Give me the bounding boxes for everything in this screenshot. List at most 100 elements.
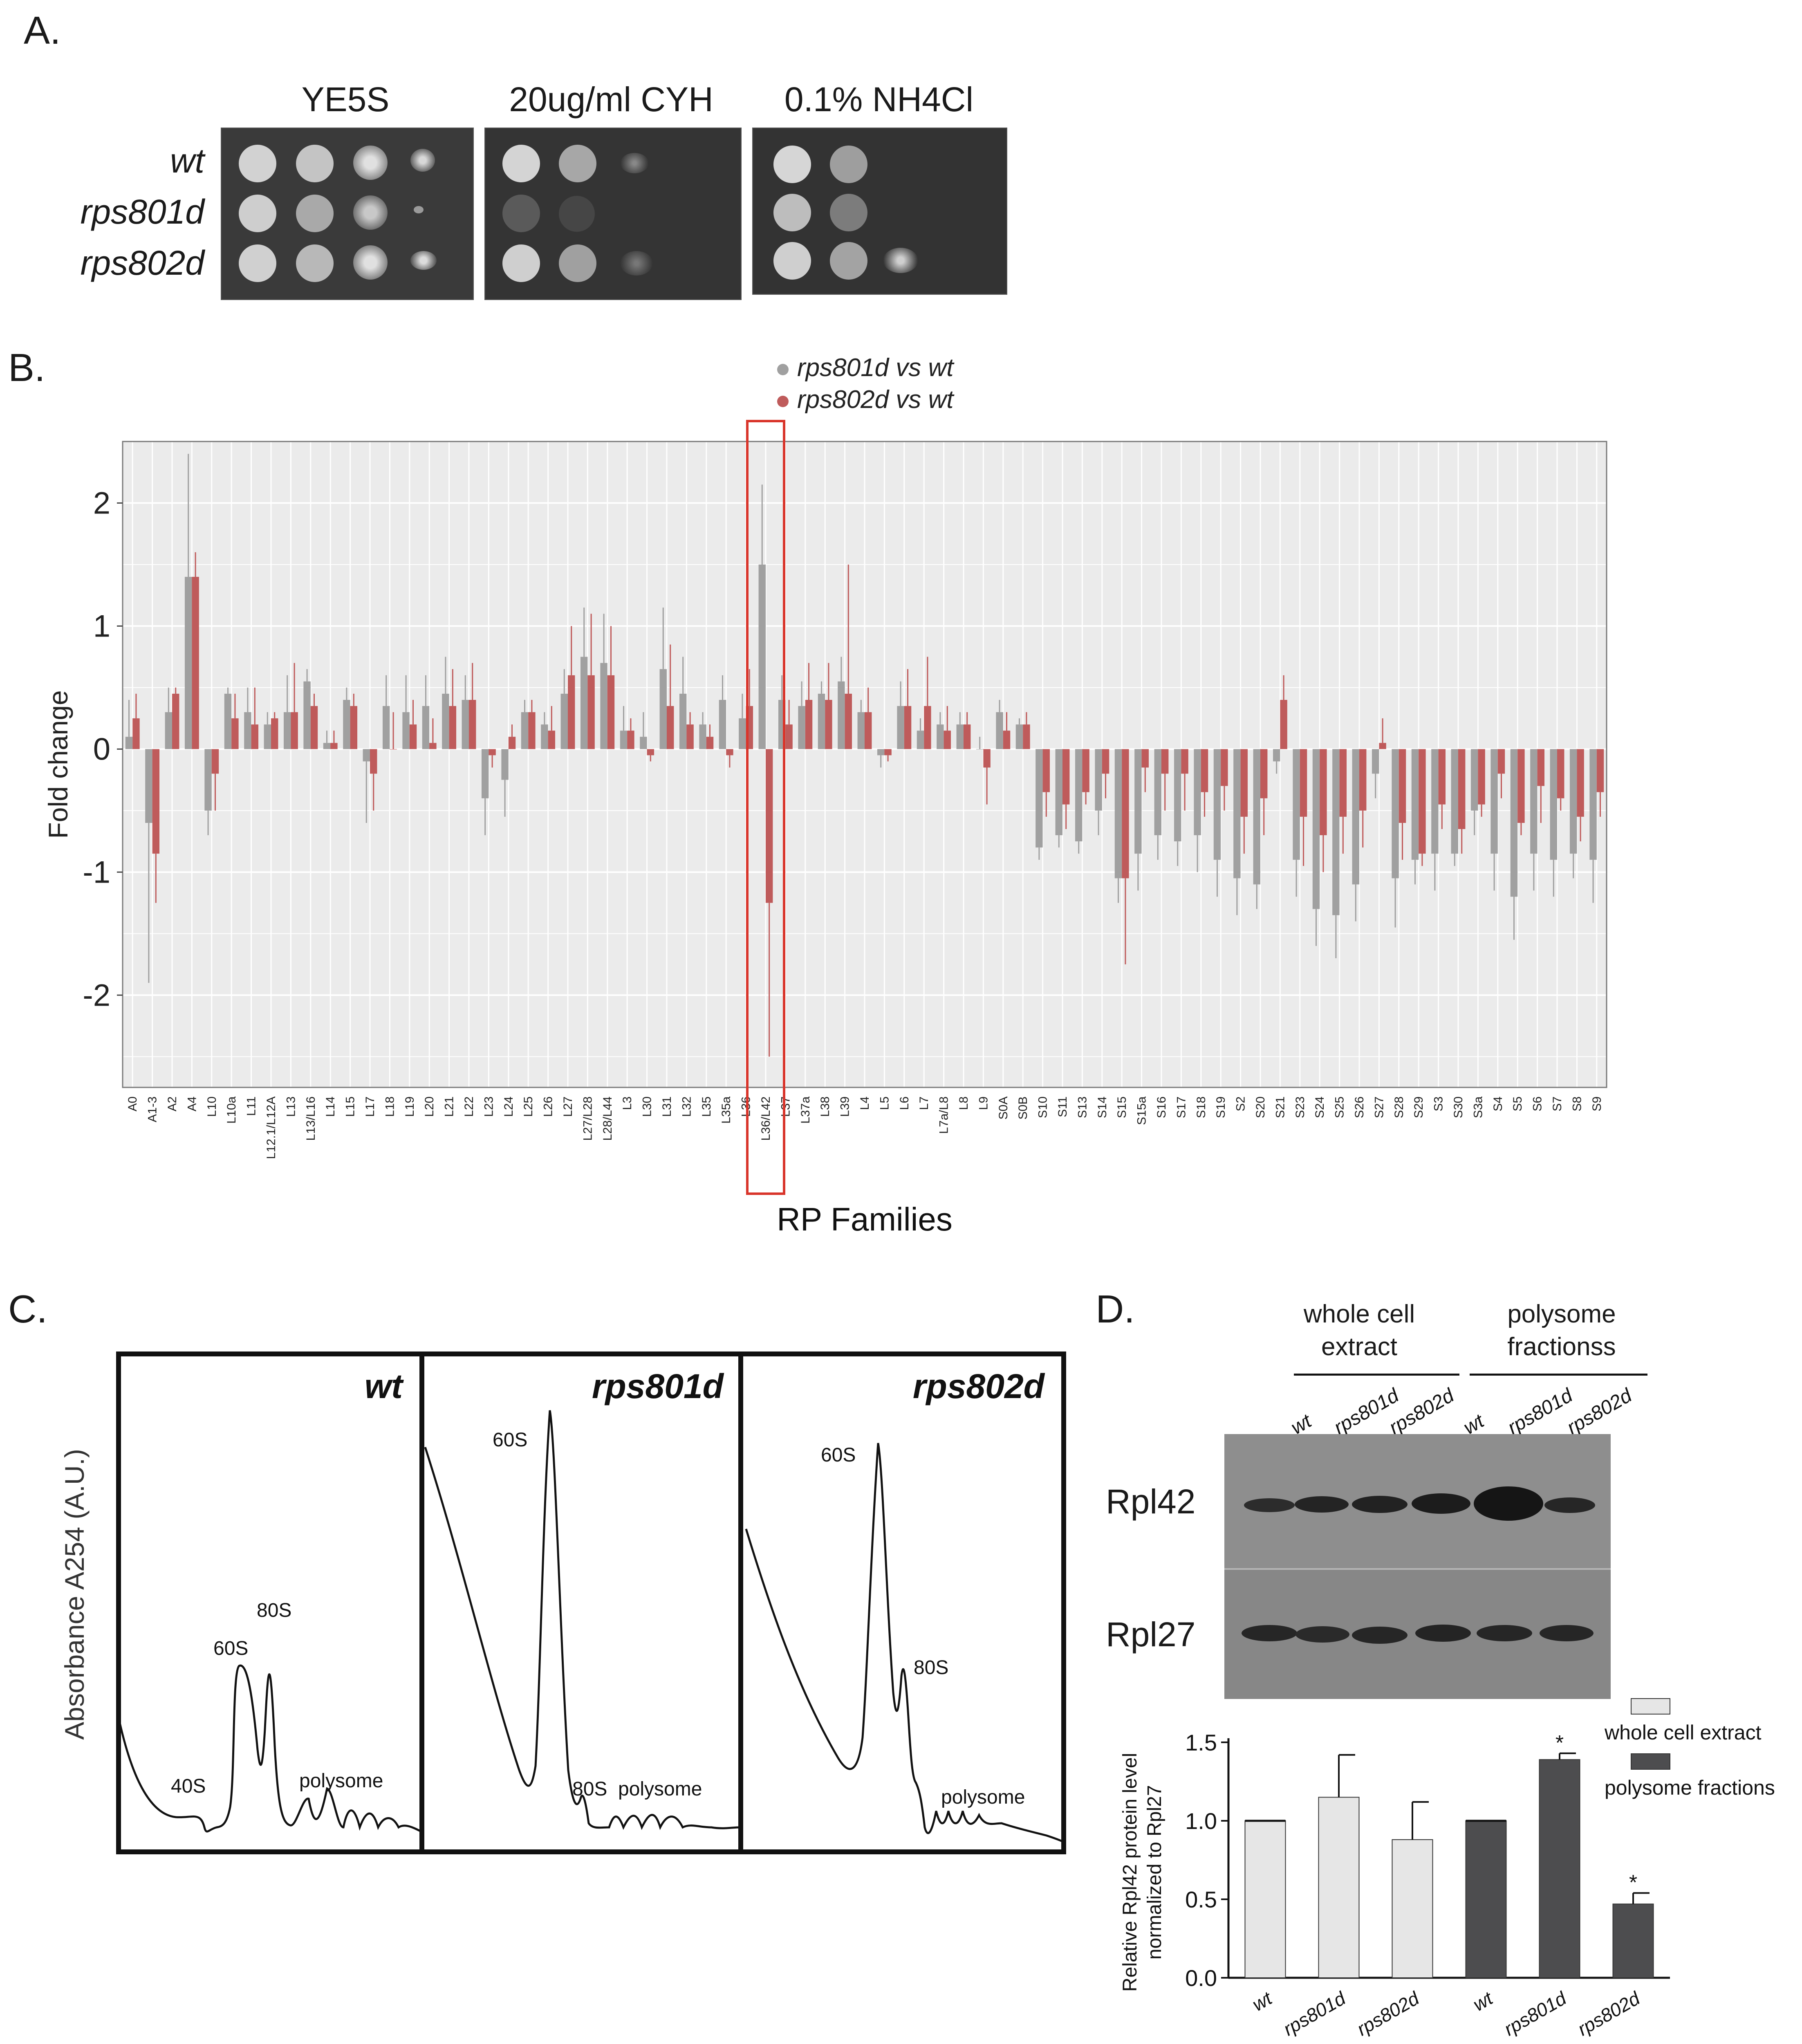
x-tick-label: L12.1/L12A xyxy=(264,1096,278,1159)
bar-rps802d xyxy=(1438,749,1446,805)
bar-rps801d xyxy=(303,681,311,749)
group-label-line: fractionss xyxy=(1507,1333,1616,1361)
bar-rps802d xyxy=(271,718,278,749)
blot-band xyxy=(1544,1497,1595,1513)
x-tick-label: L20 xyxy=(423,1096,436,1117)
bar-rps801d xyxy=(1352,749,1359,885)
colony-spot xyxy=(883,248,918,273)
bar-rps802d xyxy=(1517,749,1525,823)
bar-rps801d xyxy=(501,749,509,780)
plot-frame xyxy=(122,441,1607,1088)
x-tick-label: S26 xyxy=(1353,1096,1366,1118)
peak-label-80s: 80S xyxy=(572,1778,607,1800)
bar xyxy=(1244,1820,1286,1978)
bar-rps802d xyxy=(1003,731,1011,749)
bar-rps801d xyxy=(699,724,706,749)
peak-label-80s: 80S xyxy=(914,1657,948,1679)
x-tick-label: L7 xyxy=(917,1096,931,1110)
blot-band xyxy=(1242,1625,1297,1641)
x-tick-label: L4 xyxy=(858,1096,872,1110)
bar-rps802d xyxy=(1201,749,1208,792)
bar-rps801d xyxy=(382,706,390,749)
bar-rps802d xyxy=(1537,749,1545,786)
bar-rps801d xyxy=(1332,749,1340,915)
y-tick-label: 1 xyxy=(93,609,110,643)
bar-rps802d xyxy=(825,700,832,749)
colony-spot xyxy=(773,146,811,183)
x-tick-label: L38 xyxy=(818,1096,832,1117)
x-tick-label: L15 xyxy=(344,1096,357,1117)
bar-rps801d xyxy=(758,564,766,749)
legend-swatch xyxy=(1631,1753,1670,1770)
x-tick-label: S7 xyxy=(1551,1096,1564,1112)
bar xyxy=(1612,1903,1654,1979)
x-tick-label: L22 xyxy=(462,1096,476,1117)
group-label-polysome: polysome fractionss xyxy=(1480,1298,1643,1363)
panel-b-label: B. xyxy=(8,346,45,390)
x-tick-label: L36/L42 xyxy=(759,1096,773,1141)
colony-spot xyxy=(620,153,649,173)
y-tick-label: -2 xyxy=(83,978,110,1013)
bar-rps802d xyxy=(1082,749,1089,792)
x-tick-label: S17 xyxy=(1174,1096,1188,1118)
x-tick-label: S28 xyxy=(1392,1096,1406,1118)
bar-rps802d xyxy=(1141,749,1149,768)
profile-frame-rps802d xyxy=(738,1351,1066,1854)
x-tick-label: L24 xyxy=(502,1096,515,1117)
bar-rps801d xyxy=(600,663,607,749)
absorbance-trace-rps802d xyxy=(745,1443,1064,1843)
bar-rps801d xyxy=(580,657,588,749)
x-tick-label: L5 xyxy=(878,1096,891,1110)
y-axis-label: normalized to Rpl27 xyxy=(1144,1785,1165,1960)
x-tick-label: L21 xyxy=(443,1096,456,1117)
significance-marker: * xyxy=(1629,1871,1637,1895)
colony-spot xyxy=(296,244,334,282)
x-tick-label: rps801d xyxy=(1280,1987,1349,2040)
x-tick-label: L30 xyxy=(641,1096,654,1117)
x-tick-label: L31 xyxy=(660,1096,674,1117)
bar-rps801d xyxy=(877,749,885,755)
bar-rps801d xyxy=(1392,749,1399,879)
western-blot-image xyxy=(1224,1434,1611,1699)
x-tick-label: L35 xyxy=(700,1096,713,1117)
x-tick-label: S10 xyxy=(1036,1096,1050,1118)
y-tick-label: 0 xyxy=(93,732,110,766)
bar-rps801d xyxy=(363,749,370,762)
highlight-box xyxy=(746,420,785,1195)
bar-rps801d xyxy=(1174,749,1181,842)
peak-label-80s: 80S xyxy=(257,1600,291,1621)
colony-spot xyxy=(296,145,334,182)
x-tick-label: rps802d xyxy=(1574,1987,1644,2040)
bar-rps801d xyxy=(264,724,271,749)
x-tick-label: S0B xyxy=(1016,1096,1030,1120)
x-tick-label: L25 xyxy=(522,1096,535,1117)
group-underline-polysome xyxy=(1470,1374,1647,1376)
bar-rps801d xyxy=(1451,749,1458,854)
bar-rps801d xyxy=(640,737,647,749)
plate-title-ye5s: YE5S xyxy=(301,80,390,119)
plate-cyh xyxy=(484,128,742,300)
absorbance-trace-rps801d xyxy=(424,1410,740,1830)
x-tick-label: L37 xyxy=(779,1096,792,1117)
x-tick-label: L10a xyxy=(225,1096,238,1124)
colony-spot xyxy=(296,195,334,232)
blot-label-rpl27: Rpl27 xyxy=(1106,1615,1196,1654)
bar-rps801d xyxy=(1194,749,1201,836)
legend-label: rps801d vs wt xyxy=(797,354,955,382)
x-tick-label: S20 xyxy=(1254,1096,1267,1118)
x-tick-label: A2 xyxy=(166,1096,179,1112)
bar-rps801d xyxy=(521,712,529,749)
bar-rps802d xyxy=(805,700,813,749)
x-tick-label: L39 xyxy=(838,1096,852,1117)
x-tick-label: S14 xyxy=(1096,1096,1109,1118)
bar-rps802d xyxy=(1161,749,1169,774)
bar-rps801d xyxy=(1134,749,1142,854)
x-tick-label: S19 xyxy=(1214,1096,1228,1118)
x-tick-label: S3 xyxy=(1432,1096,1446,1112)
x-axis-label: RP Families xyxy=(777,1201,953,1237)
bar-rps802d xyxy=(152,749,160,854)
bar-rps801d xyxy=(956,724,964,749)
colony-spot xyxy=(414,206,424,213)
bar-rps802d xyxy=(1280,700,1287,749)
x-tick-label: wt xyxy=(1469,1987,1497,2015)
